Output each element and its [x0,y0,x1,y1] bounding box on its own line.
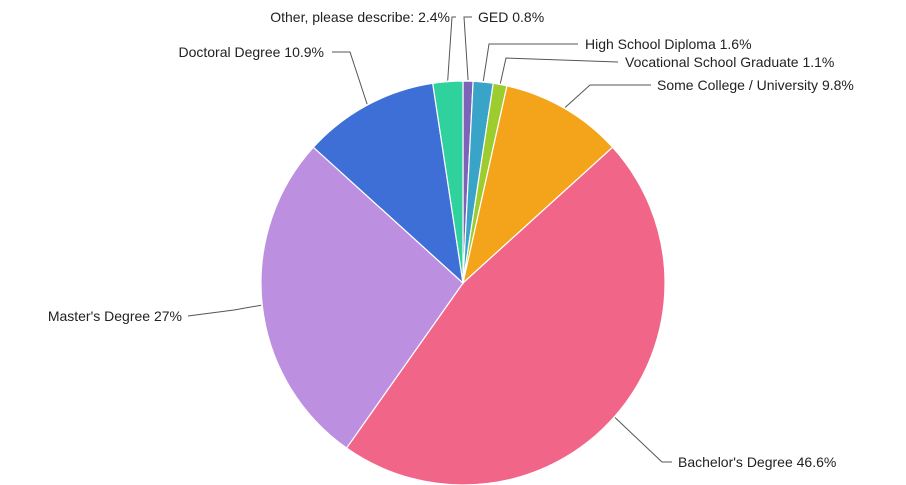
slice-label: High School Diploma 1.6% [585,36,752,52]
slice-label: GED 0.8% [478,9,544,25]
slice-label: Other, please describe: 2.4% [270,9,450,25]
leader-line [447,16,456,81]
leader-line [564,84,651,108]
leader-line [332,51,368,105]
slice-label: Some College / University 9.8% [657,77,854,93]
pie-slices [260,80,666,485]
leader-line [499,57,619,84]
leader-line [482,43,578,82]
slice-label: Bachelor's Degree 46.6% [678,454,836,470]
leader-line [463,16,472,81]
slice-labels: GED 0.8% High School Diploma 1.6% Vocation… [48,9,854,470]
leader-lines [187,16,672,463]
pie-slice [462,85,614,285]
pie-slice [260,146,464,449]
slice-label: Vocational School Graduate 1.1% [625,54,834,70]
slice-label: Doctoral Degree 10.9% [178,44,324,60]
pie-slice [312,82,464,285]
leader-line [187,304,262,317]
leader-line [614,417,672,463]
slice-label: Master's Degree 27% [48,308,182,324]
pie-slice [345,146,666,485]
pie-slice [432,80,464,284]
